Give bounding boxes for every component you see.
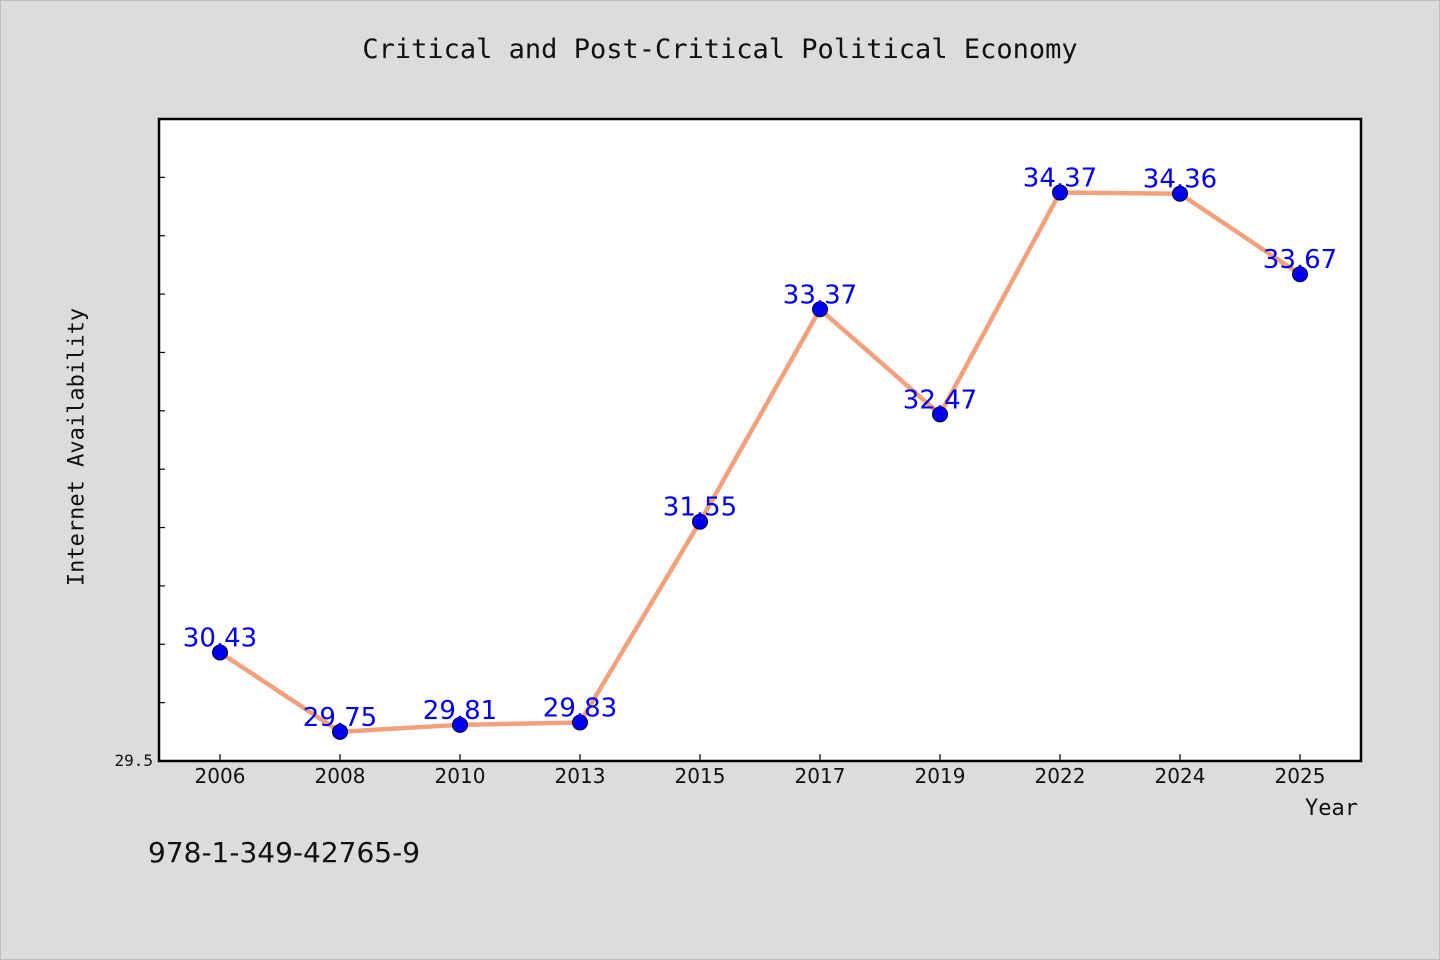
data-point xyxy=(1292,266,1308,283)
data-point xyxy=(812,301,828,318)
y-tick-label: 29.5 xyxy=(114,751,153,770)
isbn-annotation: 978-1-349-42765-9 xyxy=(148,836,421,869)
chart-title: Critical and Post-Critical Political Eco… xyxy=(362,34,1078,65)
x-tick-label: 2010 xyxy=(435,764,486,788)
data-label: 29.83 xyxy=(543,693,617,723)
x-tick-label: 2019 xyxy=(915,764,966,788)
data-point xyxy=(572,714,588,731)
data-label: 31.55 xyxy=(663,493,737,523)
plot-area xyxy=(157,117,1363,763)
data-point xyxy=(692,513,708,530)
x-axis-ticks: 2006 2008 2010 2013 2015 2017 2019 2022 2024 2025 xyxy=(195,754,1326,788)
data-point xyxy=(452,716,468,733)
x-tick-label: 2015 xyxy=(675,764,726,788)
x-tick-label: 2008 xyxy=(315,764,366,788)
data-point xyxy=(1052,184,1068,201)
series-line xyxy=(217,190,1303,735)
data-label: 33.67 xyxy=(1263,245,1337,275)
x-axis-label: Year xyxy=(1305,796,1358,821)
data-label: 34.37 xyxy=(1023,164,1097,194)
x-tick-label: 2006 xyxy=(195,764,246,788)
data-label: 32.47 xyxy=(903,385,977,415)
x-tick-label: 2017 xyxy=(795,764,846,788)
data-point xyxy=(332,723,348,740)
data-label: 34.36 xyxy=(1143,165,1217,195)
data-point xyxy=(212,644,228,661)
data-label: 30.43 xyxy=(183,623,257,653)
data-point xyxy=(1172,185,1188,202)
data-label: 29.81 xyxy=(423,696,497,726)
x-tick-label: 2022 xyxy=(1035,764,1086,788)
x-tick-label: 2025 xyxy=(1275,764,1326,788)
x-tick-label: 2024 xyxy=(1155,764,1206,788)
data-label: 29.75 xyxy=(303,703,377,733)
x-tick-label: 2013 xyxy=(555,764,606,788)
data-label: 33.37 xyxy=(783,280,857,310)
data-point xyxy=(932,406,948,423)
data-series: 30.43 29.75 29.81 29.83 31.55 33.37 32.47 34.37… xyxy=(183,164,1337,740)
y-axis-ticks: 29.5 xyxy=(114,118,165,770)
